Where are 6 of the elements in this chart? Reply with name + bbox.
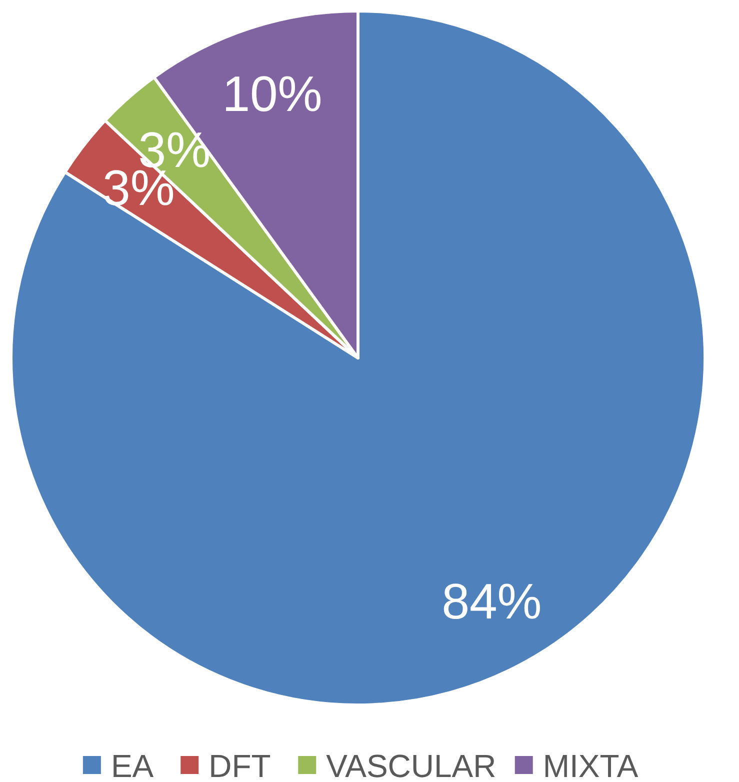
data-label: 10% [222, 66, 322, 122]
slice-label: EA [110, 748, 154, 782]
legend-label: DFT [208, 748, 271, 782]
legend-label: VASCULAR [326, 748, 496, 782]
legend-label: MIXTA [542, 748, 639, 782]
data-label: 84% [442, 573, 542, 630]
